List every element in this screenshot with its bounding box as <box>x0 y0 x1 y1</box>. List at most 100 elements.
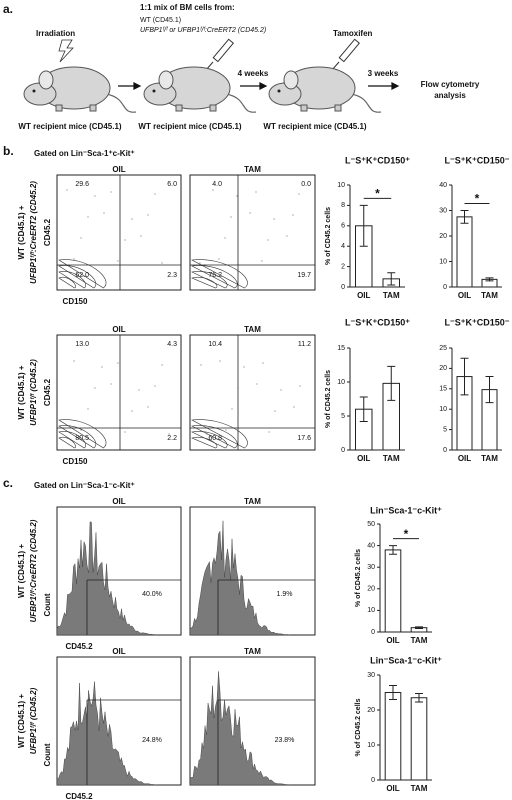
significance-mark: * <box>475 192 480 206</box>
event-dot <box>224 237 226 239</box>
mouse-leg <box>209 104 217 112</box>
event-dot <box>124 431 126 433</box>
y-tick-label: 10 <box>367 607 375 614</box>
x-tick-label: OIL <box>357 454 370 463</box>
y-tick-label: 6 <box>341 223 345 230</box>
error-bar <box>389 685 397 700</box>
chart-title: Lin⁻Sca-1⁻c-Kit⁺ <box>370 655 442 665</box>
event-dot <box>140 235 142 237</box>
error-bar <box>460 357 469 396</box>
y-tick-label: 20 <box>367 707 375 714</box>
y-tick-label: 10 <box>337 379 345 386</box>
event-dot <box>273 218 275 220</box>
event-dot <box>154 385 156 387</box>
error-bar <box>359 396 368 422</box>
quadrant-value: 4.3 <box>167 341 177 348</box>
event-dot <box>131 218 133 220</box>
chart-title: L⁻S⁺K⁺CD150⁺ <box>345 317 410 327</box>
error-bar <box>359 204 368 247</box>
mouse-leg <box>55 104 63 112</box>
quadrant-value: 6.0 <box>167 181 177 188</box>
axis-label: CD45.2 <box>65 642 93 651</box>
event-dot <box>236 195 238 197</box>
event-dot <box>231 408 233 410</box>
contour <box>191 425 238 449</box>
quadrant-value: 2.2 <box>167 435 177 442</box>
quadrant-value: 10.4 <box>208 341 222 348</box>
y-tick-label: 30 <box>439 207 447 214</box>
chart-title: L⁻S⁺K⁺CD150⁻ <box>444 317 509 327</box>
irradiation-icon <box>58 39 74 63</box>
y-tick-label: 10 <box>367 742 375 749</box>
y-tick-label: 20 <box>439 233 447 240</box>
event-dot <box>212 189 214 191</box>
mouse-tail <box>225 93 257 113</box>
event-dot <box>161 364 163 366</box>
syringe-icon <box>205 38 361 71</box>
plot-title: TAM <box>244 647 261 656</box>
step-label: Tamoxifen <box>333 29 373 38</box>
y-tick-label: 10 <box>439 406 447 413</box>
y-tick-label: 30 <box>367 672 375 679</box>
panel-label: b. <box>3 144 14 158</box>
y-tick-label: 50 <box>367 521 375 528</box>
quadrant-value: 13.0 <box>75 341 89 348</box>
event-dot <box>80 237 82 239</box>
y-tick-label: 20 <box>439 365 447 372</box>
quadrant-value: 11.2 <box>298 341 311 348</box>
y-tick-label: 0 <box>341 284 345 291</box>
quadrant-value: 4.0 <box>212 181 222 188</box>
x-tick-label: TAM <box>411 784 428 793</box>
mouse-leg <box>175 104 183 112</box>
contour <box>58 259 107 289</box>
quadrant-value: 0.0 <box>301 181 311 188</box>
event-dot <box>243 366 245 368</box>
event-dot <box>117 362 119 364</box>
error-bar <box>389 545 397 555</box>
x-tick-label: OIL <box>458 291 471 300</box>
mouse-leg <box>300 104 308 112</box>
event-dot <box>87 408 89 410</box>
mouse-leg <box>334 104 342 112</box>
event-dot <box>110 191 112 193</box>
quadrant-value: 19.7 <box>297 272 311 279</box>
error-bar <box>485 376 494 404</box>
step-label: Flow cytometry <box>421 80 480 89</box>
axis-label: CD150 <box>63 297 88 306</box>
mouse-eye <box>277 89 281 93</box>
event-dot <box>286 235 288 237</box>
step-label: 1:1 mix of BM cells from: <box>140 3 235 12</box>
histogram <box>56 681 158 786</box>
quadrant-value: 80.5 <box>75 435 89 442</box>
event-dot <box>292 214 294 216</box>
gate-value: 40.0% <box>142 591 162 598</box>
quadrant-value: 60.8 <box>208 435 222 442</box>
y-tick-label: 25 <box>439 345 447 352</box>
plot-title: OIL <box>112 325 125 334</box>
bar <box>384 549 402 633</box>
y-tick-label: 40 <box>367 542 375 549</box>
plot-title: OIL <box>112 165 125 174</box>
y-tick-label: 5 <box>443 426 447 433</box>
y-tick-label: 0 <box>371 777 375 784</box>
plot-frame <box>189 334 316 451</box>
y-tick-label: 2 <box>341 263 345 270</box>
y-axis-label: % of CD45.2 cells <box>355 698 362 756</box>
significance-mark: * <box>375 187 380 201</box>
chart-title: L⁻S⁺K⁺CD150⁺ <box>345 155 410 165</box>
histogram <box>56 521 158 636</box>
plot-title: OIL <box>112 497 125 506</box>
event-dot <box>256 383 258 385</box>
quadrant-value: 2.3 <box>167 272 177 279</box>
axis-label: CD45.2 <box>43 218 52 246</box>
y-tick-label: 30 <box>367 564 375 571</box>
event-dot <box>101 366 103 368</box>
event-dot <box>200 364 202 366</box>
plot-title: TAM <box>244 325 261 334</box>
event-dot <box>73 258 75 260</box>
event-dot <box>94 387 96 389</box>
event-dot <box>299 385 301 387</box>
genotype-label: UFBP1ᶠ/ᶠ (CD45.2) <box>29 359 38 426</box>
contour <box>58 271 86 289</box>
